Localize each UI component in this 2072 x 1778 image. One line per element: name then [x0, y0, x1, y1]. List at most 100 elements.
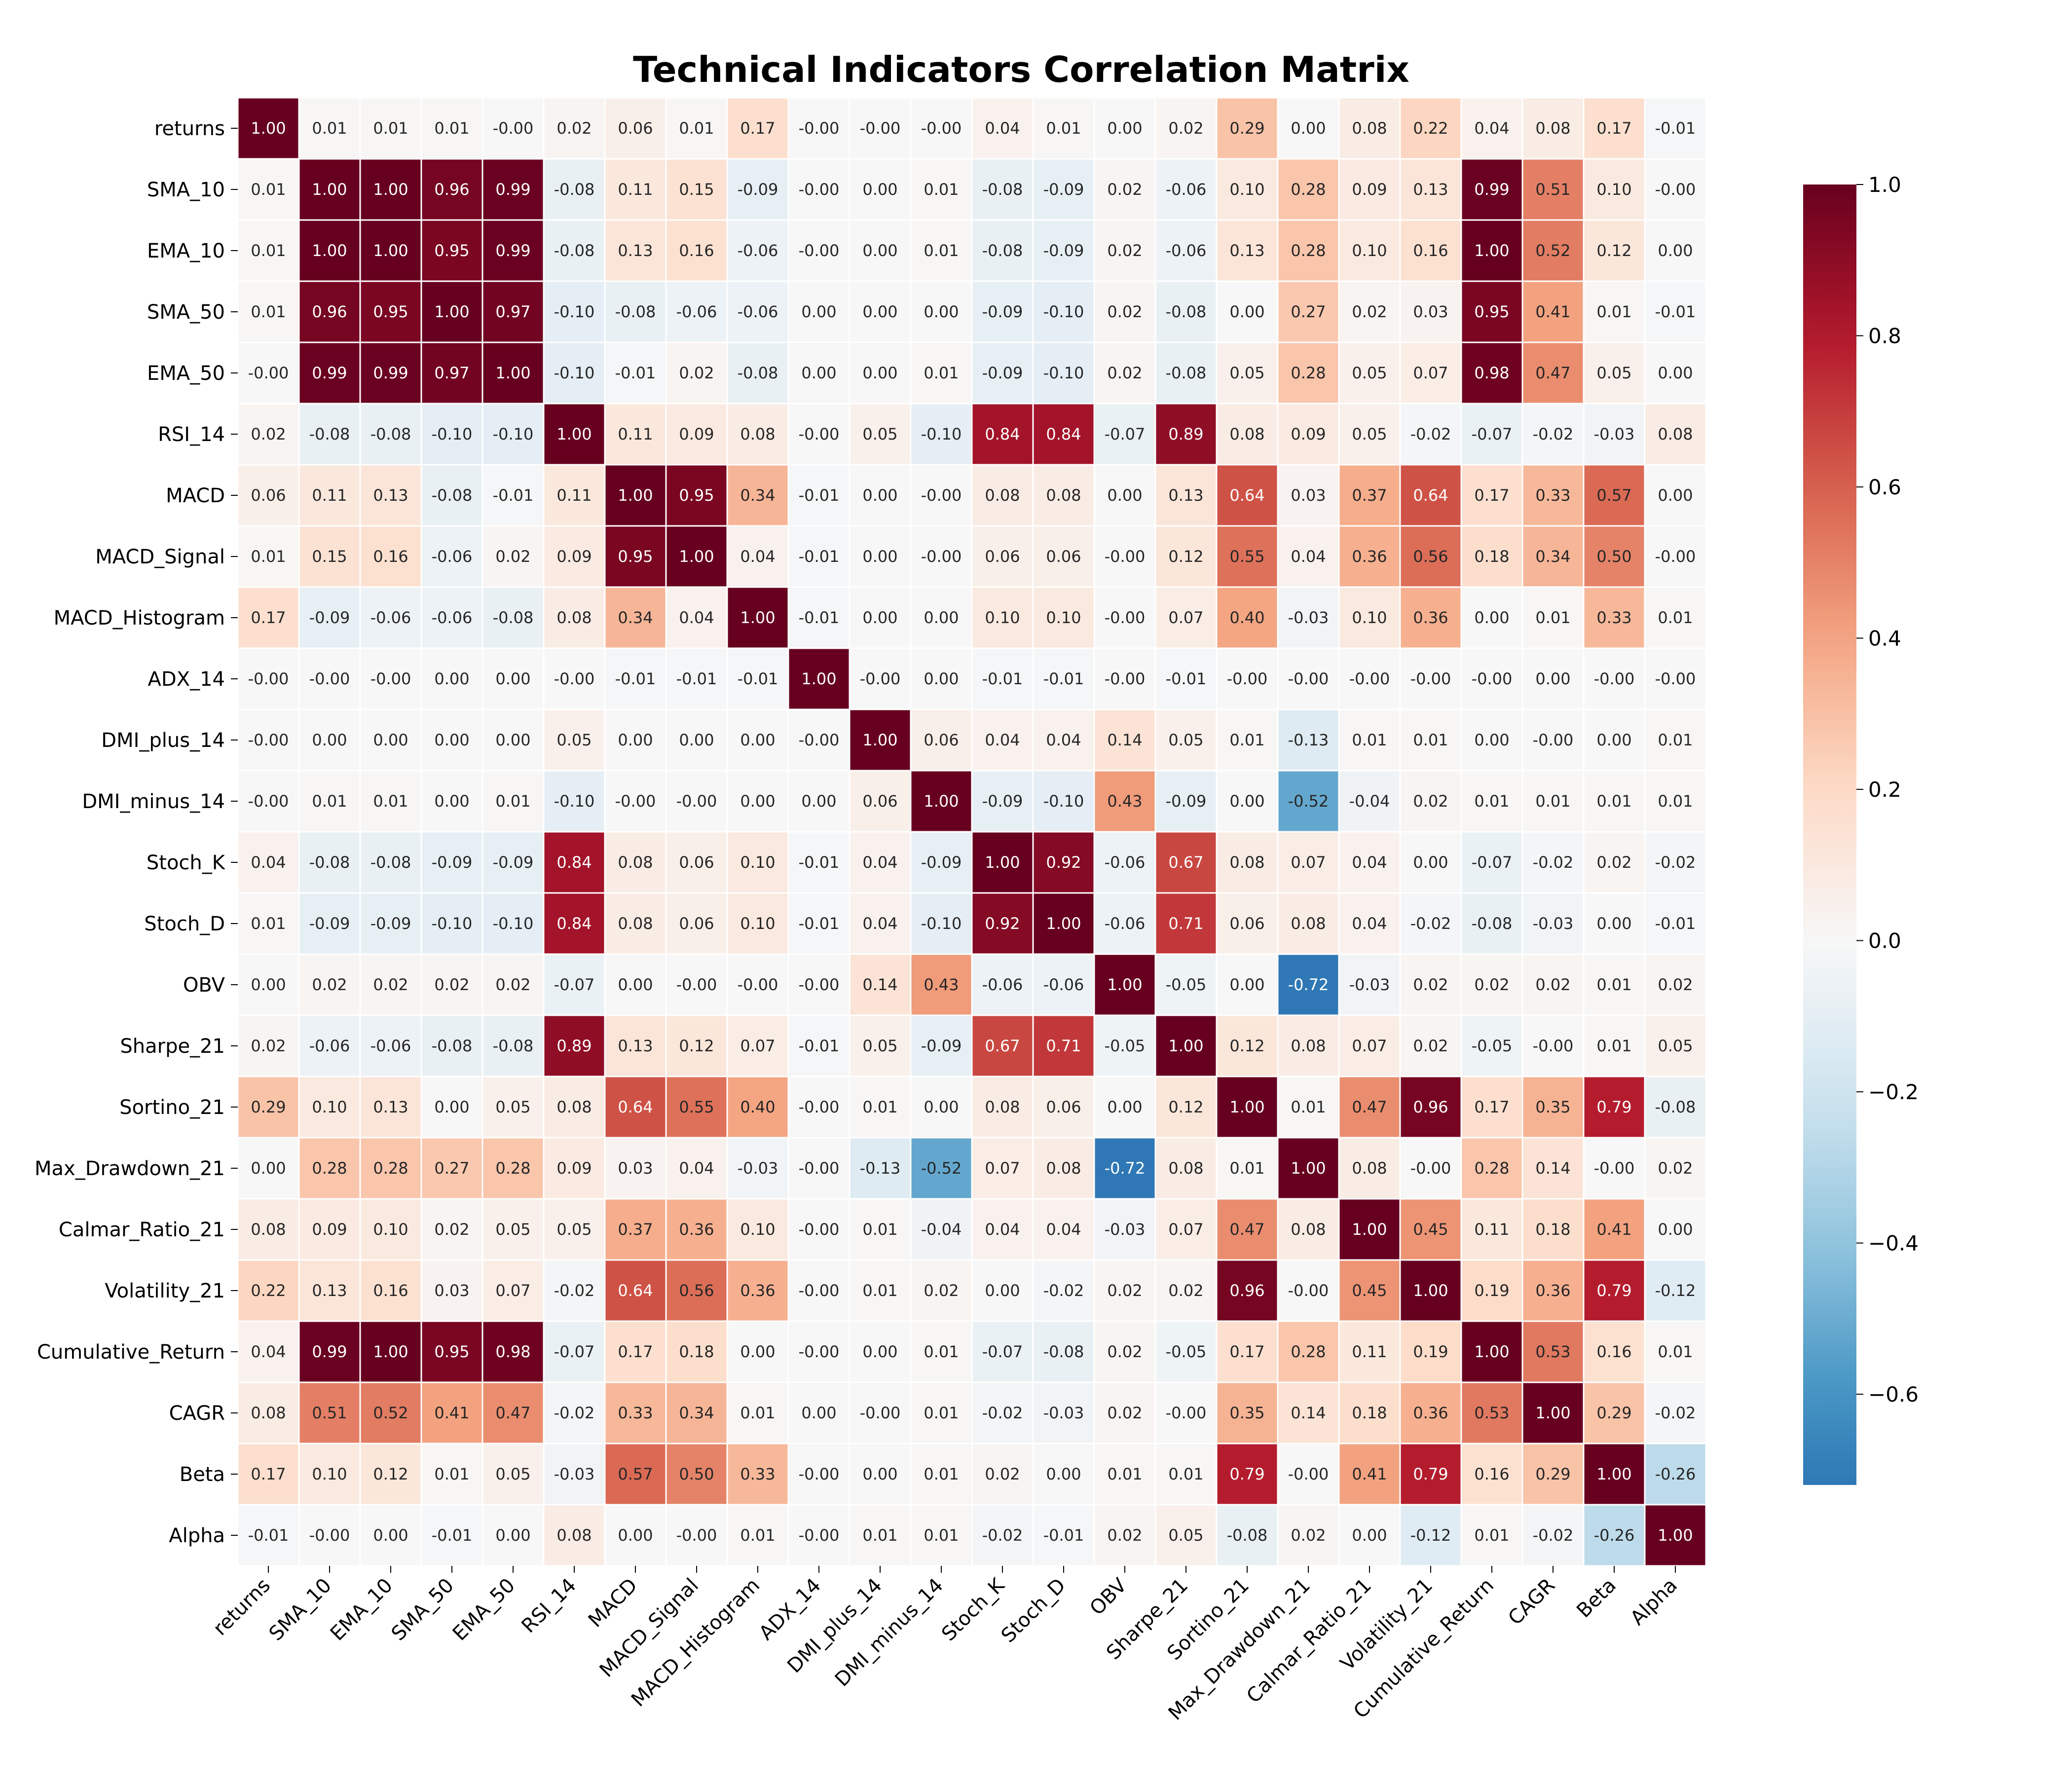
heatmap-cell — [849, 464, 912, 527]
heatmap-cell — [849, 953, 912, 1016]
cell-value-label: -0.02 — [982, 1526, 1023, 1545]
heatmap-cell — [1032, 1137, 1095, 1200]
cell-value-label: 0.00 — [1352, 1526, 1387, 1545]
cell-value-label: 0.04 — [251, 853, 286, 872]
cell-value-label: 0.10 — [1046, 608, 1081, 627]
heatmap-cell — [1399, 1381, 1462, 1445]
cell-value-label: 1.00 — [862, 731, 897, 749]
cell-value-label: -0.10 — [432, 425, 473, 444]
heatmap-cell — [1583, 708, 1646, 772]
heatmap-cell — [1460, 892, 1523, 955]
y-tick-label: Alpha — [169, 1524, 225, 1547]
x-tick-label: MACD — [584, 1574, 642, 1632]
heatmap-cell — [298, 1014, 361, 1077]
heatmap-cell — [359, 586, 422, 649]
cell-value-label: -0.08 — [1043, 1342, 1084, 1361]
y-tick-label: Sortino_21 — [119, 1096, 225, 1119]
cell-value-label: 0.10 — [312, 1465, 347, 1483]
heatmap-cell — [481, 464, 545, 527]
cell-value-label: -0.26 — [1594, 1526, 1635, 1545]
cell-value-label: 1.00 — [1535, 1404, 1570, 1422]
heatmap-cell — [665, 1137, 728, 1200]
x-tick-label: SMA_10 — [265, 1574, 336, 1645]
heatmap-cell — [604, 219, 667, 282]
cell-value-label: -0.07 — [982, 1342, 1023, 1361]
cell-value-label: -0.06 — [1105, 914, 1146, 933]
cell-value-label: -0.06 — [432, 547, 473, 566]
heatmap-cell — [1583, 1137, 1646, 1200]
cell-value-label: -0.06 — [982, 975, 1023, 994]
heatmap-cell — [604, 341, 667, 405]
heatmap-cell — [1644, 1137, 1707, 1200]
cell-value-label: 0.00 — [618, 975, 653, 994]
cell-value-label: -0.00 — [676, 792, 717, 811]
heatmap-cell — [1154, 647, 1218, 710]
heatmap-cell — [1644, 1014, 1707, 1077]
y-tick-label: MACD_Histogram — [54, 607, 225, 630]
cell-value-label: 0.00 — [924, 669, 959, 688]
cell-value-label: -0.09 — [921, 1037, 962, 1055]
heatmap-cell — [1399, 1075, 1462, 1139]
cell-value-label: 0.35 — [1535, 1098, 1570, 1116]
y-tick-label: Max_Drawdown_21 — [35, 1157, 225, 1180]
cell-value-label: 0.16 — [1596, 1342, 1631, 1361]
heatmap-cell — [604, 464, 667, 527]
cell-value-label: 0.00 — [373, 1526, 408, 1545]
y-axis-labels: returns SMA_10 EMA_10 SMA_50 EMA_50 RSI_14 MAC… — [35, 117, 238, 1547]
heatmap-cell — [1277, 708, 1340, 772]
heatmap-cell — [849, 1198, 912, 1261]
cell-value-label: 0.36 — [1352, 547, 1387, 566]
cell-value-label: 0.01 — [312, 119, 347, 138]
heatmap-cell — [1644, 97, 1707, 160]
cell-value-label: 0.01 — [740, 1526, 775, 1545]
heatmap-cell — [971, 464, 1034, 527]
cell-value-label: 0.00 — [862, 547, 897, 566]
cell-value-label: 0.01 — [924, 1404, 959, 1422]
cell-value-label: 0.40 — [740, 1098, 775, 1116]
heatmap-cell — [849, 1320, 912, 1383]
cell-value-label: -0.08 — [1166, 302, 1207, 321]
cell-value-label: 0.01 — [1658, 792, 1693, 811]
heatmap-cell — [1154, 1504, 1218, 1567]
cell-value-label: 0.89 — [556, 1037, 592, 1055]
heatmap-cell — [849, 1381, 912, 1445]
heatmap-cell — [604, 1504, 667, 1567]
heatmap-cell — [910, 158, 973, 221]
cell-value-label: 0.00 — [1658, 1220, 1693, 1239]
y-tick-label: returns — [154, 117, 225, 140]
x-tick-label: EMA_10 — [326, 1574, 397, 1645]
y-tick-label: MACD_Signal — [95, 546, 225, 568]
cell-value-label: 0.01 — [679, 119, 714, 138]
heatmap-cell — [726, 1137, 789, 1200]
cell-value-label: 0.02 — [1168, 1281, 1203, 1300]
y-tick-label: Stoch_D — [144, 913, 225, 935]
cell-value-label: -0.03 — [1594, 425, 1635, 444]
chart-title: Technical Indicators Correlation Matrix — [633, 49, 1409, 90]
cell-value-label: 0.06 — [679, 853, 714, 872]
heatmap-cell — [237, 464, 300, 527]
cell-value-label: 0.08 — [556, 608, 592, 627]
heatmap-cell — [298, 586, 361, 649]
cell-value-label: -0.02 — [982, 1404, 1023, 1422]
cell-value-label: -0.00 — [799, 241, 840, 260]
cell-value-label: 0.28 — [1474, 1159, 1509, 1178]
heatmap-cell — [1154, 708, 1218, 772]
heatmap-cell — [543, 97, 606, 160]
cell-value-label: -0.10 — [493, 425, 534, 444]
cell-value-label: -0.02 — [554, 1281, 595, 1300]
cell-value-label: -0.03 — [1288, 608, 1329, 627]
cell-value-label: 0.00 — [373, 731, 408, 749]
heatmap-cell — [1460, 158, 1523, 221]
cell-value-label: 0.11 — [1352, 1342, 1387, 1361]
cell-value-label: 0.55 — [679, 1098, 714, 1116]
cell-value-label: 0.12 — [1596, 241, 1631, 260]
heatmap-cell — [359, 1504, 422, 1567]
cell-value-label: 0.00 — [1596, 731, 1631, 749]
cell-value-label: 0.05 — [1168, 1526, 1203, 1545]
heatmap-cell — [1093, 1504, 1156, 1567]
cell-value-label: -0.01 — [799, 853, 840, 872]
cell-value-label: 0.89 — [1168, 425, 1203, 444]
cell-value-label: -0.01 — [615, 364, 656, 382]
heatmap-cell — [1093, 1075, 1156, 1139]
heatmap-cell — [420, 464, 483, 527]
